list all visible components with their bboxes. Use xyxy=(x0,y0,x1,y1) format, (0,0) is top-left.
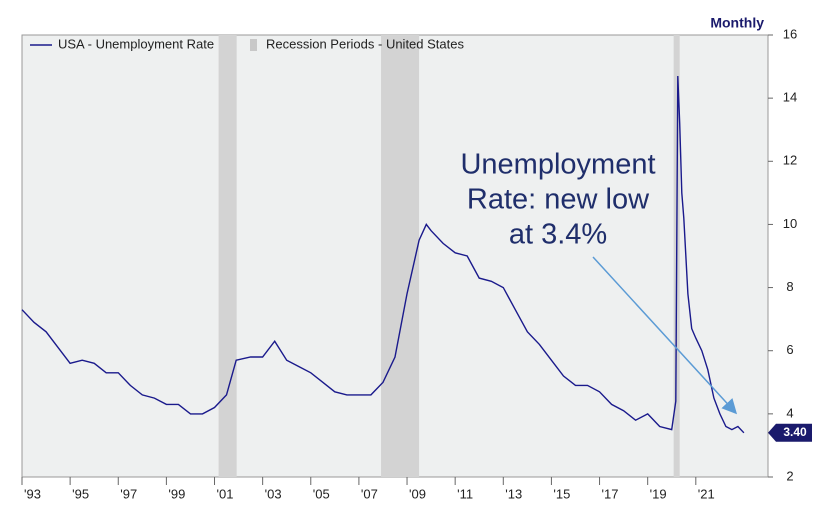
x-tick-label: '07 xyxy=(361,486,378,501)
end-label-box xyxy=(768,423,812,442)
y-tick-label: 12 xyxy=(783,153,797,168)
legend-label: Recession Periods - United States xyxy=(266,36,464,51)
x-tick-label: '17 xyxy=(602,486,619,501)
x-tick-label: '05 xyxy=(313,486,330,501)
y-tick-label: 2 xyxy=(786,468,793,483)
x-tick-label: '03 xyxy=(265,486,282,501)
frequency-label: Monthly xyxy=(710,15,764,31)
annotation-line: at 3.4% xyxy=(509,219,607,251)
x-tick-label: '97 xyxy=(120,486,137,501)
recession-band xyxy=(218,35,237,477)
y-tick-label: 8 xyxy=(786,279,793,294)
x-tick-label: '19 xyxy=(650,486,667,501)
y-tick-label: 16 xyxy=(783,26,797,41)
y-tick-label: 6 xyxy=(786,342,793,357)
y-tick-label: 14 xyxy=(783,90,797,105)
annotation-line: Unemployment xyxy=(460,149,655,181)
series-line xyxy=(21,75,745,434)
x-tick-label: '11 xyxy=(457,486,473,501)
x-tick-label: '99 xyxy=(168,486,185,501)
y-tick-label: 4 xyxy=(786,405,793,420)
x-tick-label: '15 xyxy=(553,486,570,501)
x-tick-label: '95 xyxy=(72,486,89,501)
legend-swatch xyxy=(250,39,257,51)
axes: 2 4 6 8 10 12 14 16 '93 '95 '97 '99 '01 '03 '05 '07 '09 '… xyxy=(21,26,797,501)
x-tick-label: '21 xyxy=(698,486,715,501)
annotation-line: Rate: new low xyxy=(467,184,650,216)
end-label: 3.40 xyxy=(783,425,807,439)
annotation-arrow xyxy=(592,256,738,415)
lines xyxy=(21,75,745,434)
recession-band xyxy=(381,35,420,477)
y-tick-label: 10 xyxy=(783,216,797,231)
legend-label: USA - Unemployment Rate xyxy=(58,36,214,51)
annotation: Unemployment Rate: new low at 3.4% xyxy=(460,149,655,251)
x-tick-label: '13 xyxy=(505,486,522,501)
x-tick-label: '09 xyxy=(409,486,426,501)
x-tick-label: '93 xyxy=(24,486,41,501)
x-tick-label: '01 xyxy=(217,486,234,501)
